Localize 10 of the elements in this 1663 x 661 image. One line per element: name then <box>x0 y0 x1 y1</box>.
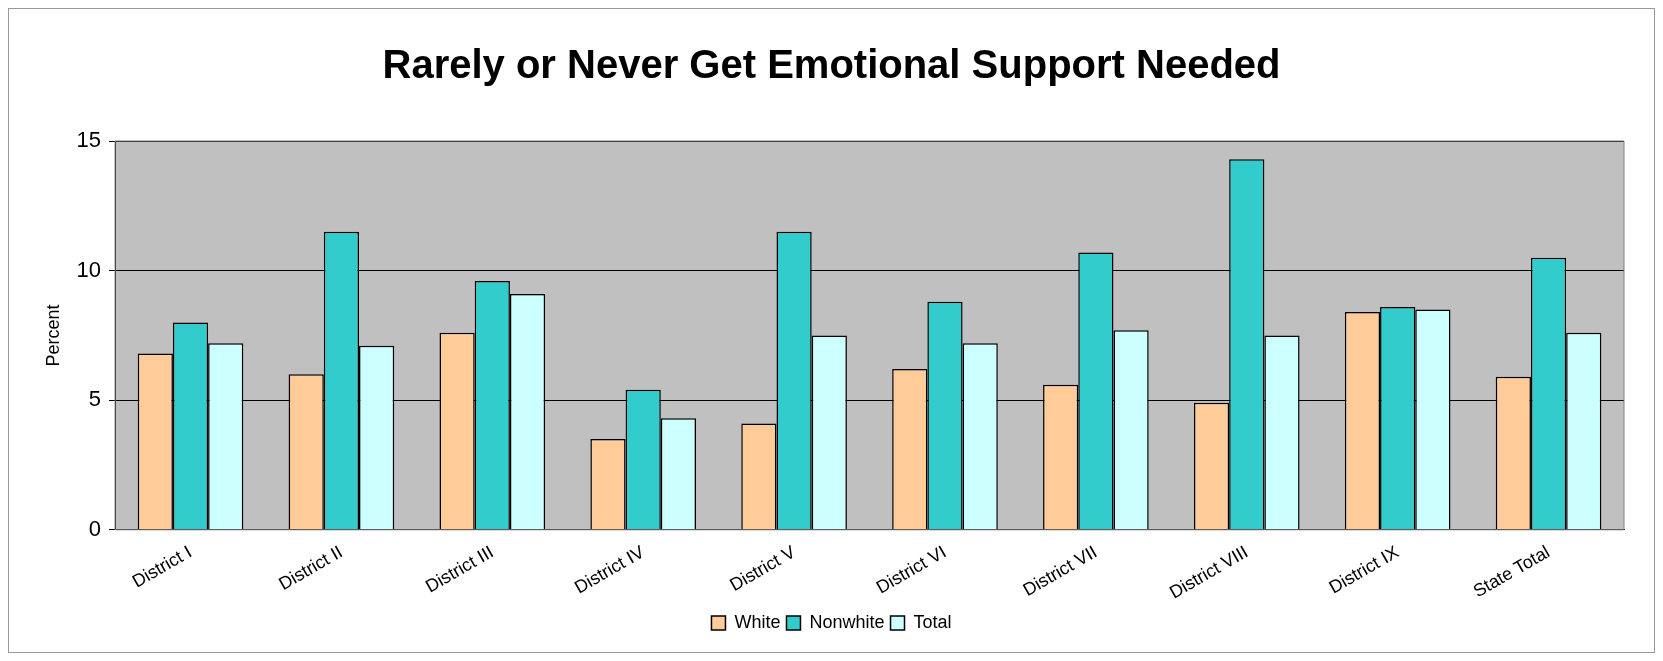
legend-label: White <box>734 611 781 632</box>
y-tick-label: 0 <box>88 515 102 541</box>
y-tick-label: 15 <box>76 127 102 153</box>
x-tick-label: State Total <box>1469 541 1554 602</box>
legend-label: Nonwhite <box>809 611 885 632</box>
y-tick-label: 5 <box>88 386 102 412</box>
legend-label: Total <box>913 611 952 632</box>
chart-title: Rarely or Never Get Emotional Support Needed <box>382 42 1281 87</box>
y-tick-label: 10 <box>76 256 102 282</box>
y-axis-title: Percent <box>42 304 63 367</box>
